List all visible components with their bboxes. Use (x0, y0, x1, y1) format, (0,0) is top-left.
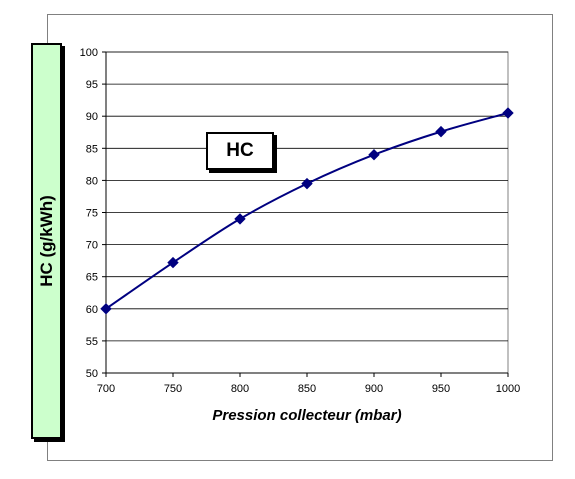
y-tick-label: 95 (86, 79, 98, 91)
y-tick-label: 100 (80, 47, 98, 59)
x-tick-label: 850 (298, 383, 316, 395)
data-point (502, 107, 514, 119)
y-tick-label: 70 (86, 240, 98, 252)
data-point (435, 125, 447, 138)
y-tick-label: 80 (86, 175, 98, 187)
y-tick-label: 60 (86, 304, 98, 316)
y-tick-label: 50 (86, 368, 98, 380)
y-tick-label: 75 (86, 208, 98, 220)
data-point (301, 177, 313, 190)
x-axis-label: Pression collecteur (mbar) (212, 407, 402, 424)
y-tick-label: 55 (86, 336, 98, 348)
x-tick-label: 750 (164, 383, 182, 395)
x-tick-label: 950 (432, 383, 450, 395)
x-tick-label: 800 (231, 383, 249, 395)
y-tick-label: 85 (86, 143, 98, 155)
chart-title-box: HC (206, 132, 274, 170)
y-tick-label: 90 (86, 111, 98, 123)
data-point (368, 149, 380, 161)
chart-title: HC (226, 140, 254, 161)
y-tick-label: 65 (86, 272, 98, 284)
data-point (234, 213, 246, 225)
x-tick-label: 1000 (496, 383, 520, 395)
x-tick-label: 900 (365, 383, 383, 395)
x-tick-label: 700 (97, 383, 115, 395)
data-point (100, 303, 112, 315)
data-point (167, 256, 179, 269)
y-axis-label-box: HC (g/kWh) (31, 43, 62, 439)
